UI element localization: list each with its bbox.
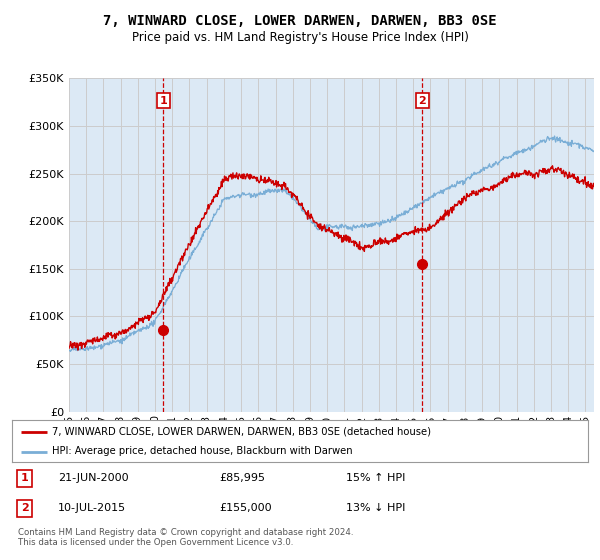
Text: Contains HM Land Registry data © Crown copyright and database right 2024.
This d: Contains HM Land Registry data © Crown c… (18, 528, 353, 547)
Text: 10-JUL-2015: 10-JUL-2015 (58, 503, 126, 514)
Text: 1: 1 (20, 473, 28, 483)
Text: £155,000: £155,000 (220, 503, 272, 514)
Text: 7, WINWARD CLOSE, LOWER DARWEN, DARWEN, BB3 0SE: 7, WINWARD CLOSE, LOWER DARWEN, DARWEN, … (103, 14, 497, 28)
Text: Price paid vs. HM Land Registry's House Price Index (HPI): Price paid vs. HM Land Registry's House … (131, 31, 469, 44)
Text: 15% ↑ HPI: 15% ↑ HPI (346, 473, 406, 483)
Text: 7, WINWARD CLOSE, LOWER DARWEN, DARWEN, BB3 0SE (detached house): 7, WINWARD CLOSE, LOWER DARWEN, DARWEN, … (52, 427, 431, 437)
Text: 21-JUN-2000: 21-JUN-2000 (58, 473, 129, 483)
Text: 1: 1 (159, 96, 167, 105)
Text: 2: 2 (418, 96, 426, 105)
Text: HPI: Average price, detached house, Blackburn with Darwen: HPI: Average price, detached house, Blac… (52, 446, 353, 456)
Text: £85,995: £85,995 (220, 473, 265, 483)
Text: 2: 2 (20, 503, 28, 514)
Text: 13% ↓ HPI: 13% ↓ HPI (346, 503, 406, 514)
